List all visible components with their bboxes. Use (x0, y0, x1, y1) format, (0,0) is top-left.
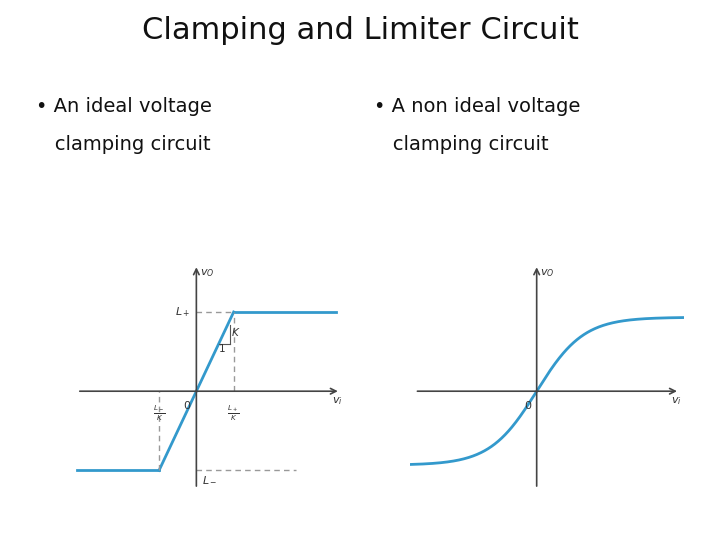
Text: $K$: $K$ (231, 326, 240, 338)
Text: clamping circuit: clamping circuit (374, 135, 549, 154)
Text: 0: 0 (525, 401, 531, 411)
Text: • An ideal voltage: • An ideal voltage (36, 97, 212, 116)
Text: 0: 0 (184, 401, 190, 411)
Text: $v_O$: $v_O$ (200, 267, 215, 279)
Text: clamping circuit: clamping circuit (36, 135, 211, 154)
Text: • A non ideal voltage: • A non ideal voltage (374, 97, 581, 116)
Text: $1$: $1$ (218, 342, 226, 354)
Text: $L_+$: $L_+$ (175, 305, 190, 319)
Text: Clamping and Limiter Circuit: Clamping and Limiter Circuit (142, 16, 578, 45)
Text: $v_O$: $v_O$ (540, 267, 554, 279)
Text: $L_-$: $L_-$ (202, 475, 217, 485)
Text: $\frac{L_-}{K}$: $\frac{L_-}{K}$ (153, 403, 166, 422)
Text: $v_i$: $v_i$ (671, 395, 682, 407)
Text: $v_i$: $v_i$ (333, 395, 343, 407)
Text: $\frac{L_+}{K}$: $\frac{L_+}{K}$ (228, 403, 240, 422)
